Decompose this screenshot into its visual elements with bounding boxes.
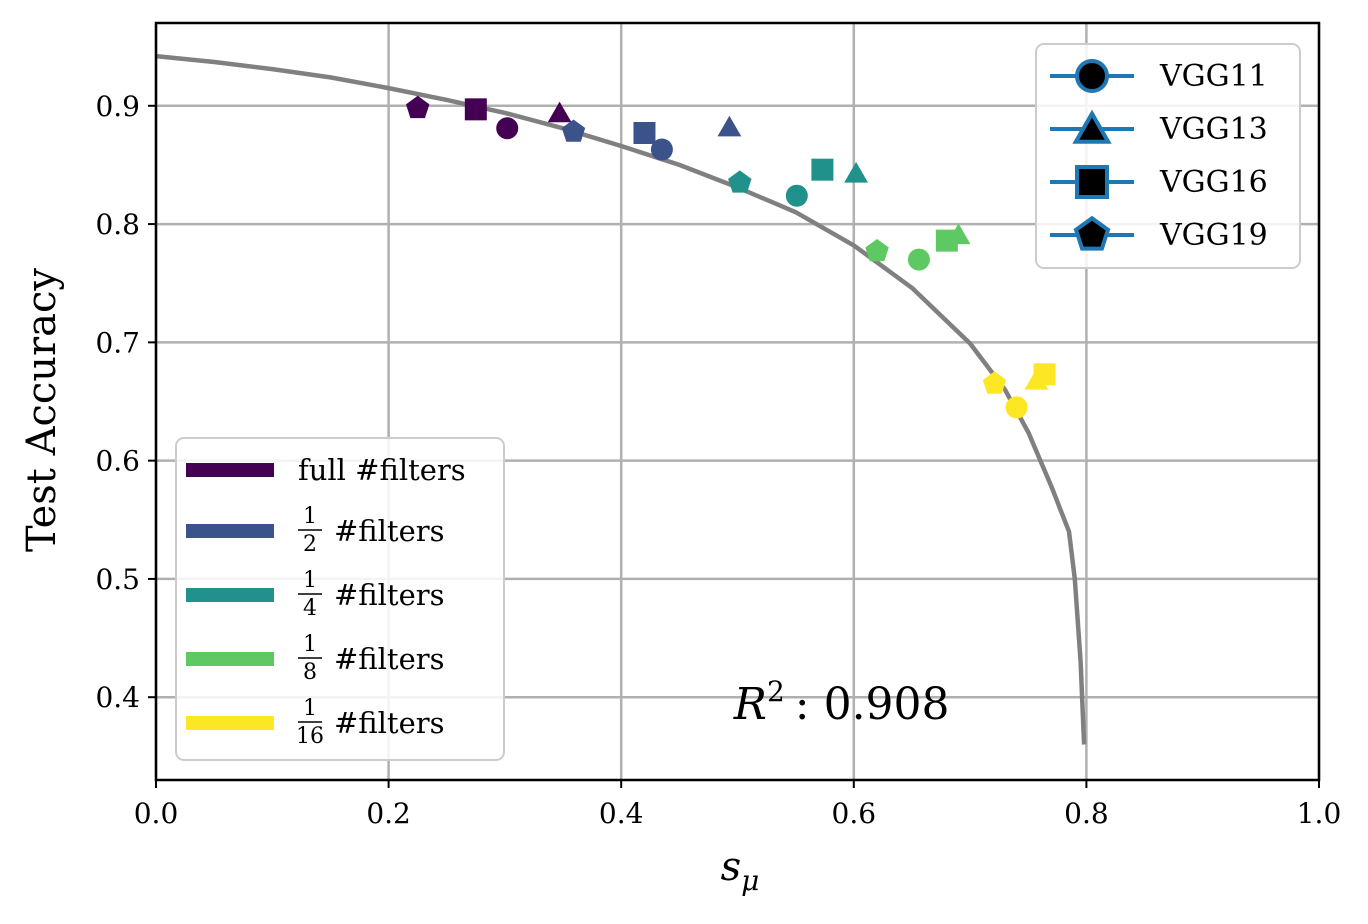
fraction-numerator: 1 — [303, 632, 317, 657]
r-squared-annotation: R2 : 0.908 — [733, 675, 950, 730]
filter-legend-label: full #filters — [298, 453, 466, 487]
y-axis-label: Test Accuracy — [19, 268, 65, 552]
data-point-vgg16-square — [633, 122, 656, 145]
x-tick-label: 0.8 — [1064, 797, 1109, 830]
data-point-vgg19-pentagon — [561, 119, 586, 142]
annotation-sup: 2 — [767, 675, 785, 708]
fit-curve-group — [155, 53, 1087, 745]
filter-legend-label: #filters — [334, 578, 444, 612]
fit-curve — [155, 53, 1087, 745]
annotation-rest: : 0.908 — [795, 679, 950, 730]
data-point-vgg13-triangle — [844, 161, 868, 183]
data-points — [406, 95, 1056, 419]
data-point-vgg16-square — [1033, 363, 1056, 386]
data-point-vgg16-square — [811, 158, 834, 181]
x-tick-label: 0.6 — [832, 797, 877, 830]
x-tick-label: 1.0 — [1297, 797, 1342, 830]
data-point-vgg13-triangle — [547, 101, 572, 123]
data-point-vgg13-triangle — [717, 115, 742, 137]
filter-legend-label: #filters — [334, 706, 444, 740]
data-point-vgg11-circle — [650, 138, 673, 161]
fraction-numerator: 1 — [303, 696, 317, 721]
data-point-vgg19-pentagon — [406, 95, 430, 119]
filter-legend-label: #filters — [334, 514, 444, 548]
x-tick-label: 0.0 — [134, 797, 179, 830]
fraction-denominator: 2 — [303, 532, 317, 557]
data-point-vgg19-pentagon — [865, 239, 889, 262]
data-point-vgg16-square — [464, 98, 487, 121]
data-point-vgg11-circle — [907, 248, 930, 271]
x-axis-label: sμ — [721, 844, 760, 897]
x-tick-label: 0.4 — [599, 797, 644, 830]
annotation-r: R — [733, 679, 767, 730]
filter-legend-label: #filters — [334, 642, 444, 676]
x-axis-label-sub: μ — [741, 864, 759, 897]
y-tick-label: 0.9 — [95, 90, 140, 123]
fraction-denominator: 8 — [303, 660, 317, 685]
model-legend-label: VGG16 — [1159, 165, 1268, 200]
fraction-denominator: 16 — [296, 724, 324, 749]
filter-legend: full #filters 1 2 #filters 1 4 #filters 1 8 #filt… — [175, 437, 505, 761]
model-legend-label: VGG19 — [1159, 218, 1268, 253]
square-marker-icon — [1075, 165, 1109, 199]
y-tick-label: 0.8 — [95, 208, 140, 241]
fraction-denominator: 4 — [303, 596, 317, 621]
data-point-vgg16-square — [935, 229, 958, 252]
model-legend-label: VGG11 — [1159, 59, 1268, 94]
data-point-vgg11-circle — [1005, 396, 1028, 419]
model-legend-label: VGG13 — [1159, 112, 1268, 147]
x-tick-label: 0.2 — [366, 797, 411, 830]
fraction-numerator: 1 — [303, 504, 317, 529]
pentagon-marker-icon — [1073, 215, 1111, 251]
circle-marker-icon — [1075, 59, 1109, 93]
filter-legend-box — [175, 437, 505, 761]
y-tick-label: 0.4 — [95, 681, 140, 714]
data-point-vgg11-circle — [496, 117, 519, 140]
data-point-vgg19-pentagon — [982, 371, 1007, 394]
data-point-vgg19-pentagon — [728, 170, 752, 193]
model-legend: VGG11 VGG13 VGG16 VGG19 — [1035, 43, 1301, 269]
y-tick-label: 0.7 — [95, 326, 140, 359]
model-legend-box — [1035, 43, 1301, 269]
plot-frame — [154, 21, 1321, 782]
y-tick-label: 0.6 — [95, 445, 140, 478]
y-tick-label: 0.5 — [95, 563, 140, 596]
triangle-marker-icon — [1072, 109, 1112, 144]
data-point-vgg11-circle — [785, 184, 808, 207]
x-axis-label-main: s — [721, 844, 742, 890]
axis-ticks: 0.0 0.2 0.4 0.6 0.8 1.0 0.4 0.5 0.6 0.7 0.8 0.9 — [95, 90, 1341, 830]
fraction-numerator: 1 — [303, 568, 317, 593]
